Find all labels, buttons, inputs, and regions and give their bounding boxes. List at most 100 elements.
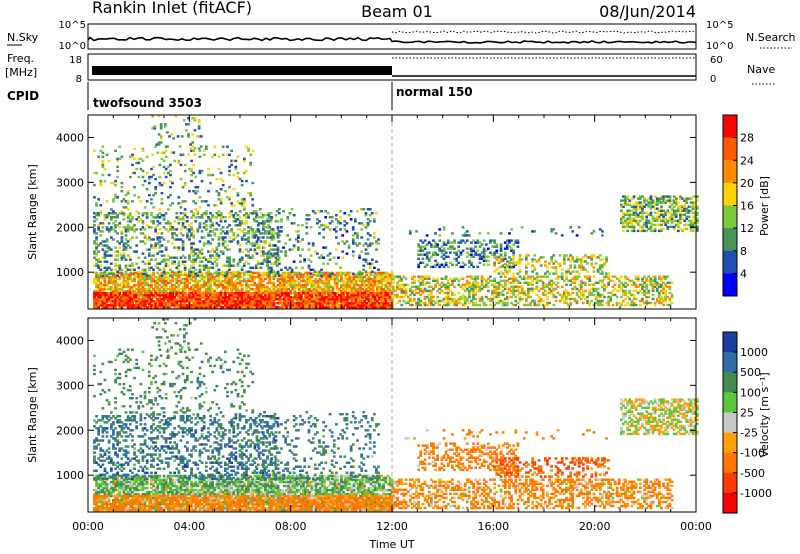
data-cell: [402, 295, 406, 299]
data-cell: [122, 294, 126, 297]
data-cell: [251, 275, 255, 279]
data-cell: [386, 277, 390, 281]
data-cell: [224, 296, 227, 299]
data-cell: [97, 250, 101, 253]
noise-sky-trace: [87, 36, 697, 44]
data-cell: [413, 297, 416, 301]
data-cell: [247, 279, 250, 283]
data-cell: [101, 277, 105, 281]
data-cell: [269, 266, 273, 270]
data-cell: [240, 289, 244, 293]
data-cell: [135, 167, 139, 171]
data-cell: [371, 277, 375, 281]
data-cell: [194, 285, 198, 289]
data-cell: [328, 228, 332, 231]
data-cell: [194, 289, 198, 293]
data-cell: [114, 220, 117, 223]
data-cell: [335, 285, 339, 289]
data-cell: [124, 283, 128, 287]
data-cell: [114, 296, 117, 299]
data-cell: [285, 287, 288, 291]
data-cell: [363, 298, 367, 301]
data-cell: [217, 268, 221, 272]
data-cell: [224, 304, 227, 307]
data-cell: [291, 304, 295, 307]
data-cell: [162, 302, 166, 305]
data-cell: [219, 306, 223, 309]
data-cell: [316, 285, 320, 289]
data-cell: [181, 273, 185, 277]
data-cell: [278, 296, 282, 299]
data-cell: [122, 252, 126, 255]
data-cell: [213, 232, 217, 235]
data-cell: [345, 240, 349, 243]
data-cell: [152, 271, 155, 275]
data-cell: [213, 298, 217, 301]
data-cell: [322, 256, 326, 259]
data-cell: [262, 289, 265, 293]
data-cell: [196, 294, 200, 297]
data-cell: [283, 296, 286, 299]
data-cell: [148, 289, 151, 293]
data-cell: [333, 291, 337, 295]
data-cell: [150, 212, 153, 215]
data-cell: [369, 273, 373, 277]
data-cell: [116, 302, 120, 305]
data-cell: [238, 300, 242, 303]
data-cell: [281, 287, 284, 291]
data-cell: [194, 291, 198, 295]
data-cell: [378, 279, 381, 283]
data-cell: [366, 246, 370, 249]
data-cell: [236, 234, 240, 237]
data-cell: [278, 208, 281, 211]
data-cell: [198, 279, 202, 283]
data-cell: [531, 275, 535, 278]
data-cell: [232, 294, 236, 297]
data-cell: [186, 283, 189, 287]
data-cell: [247, 262, 250, 265]
data-cell: [103, 287, 107, 291]
data-cell: [143, 279, 147, 283]
data-cell: [190, 277, 193, 281]
data-cell: [253, 302, 257, 305]
data-cell: [186, 220, 189, 223]
data-cell: [131, 304, 134, 307]
data-cell: [346, 279, 350, 283]
data-cell: [350, 275, 354, 279]
data-cell: [344, 281, 348, 285]
data-cell: [384, 283, 388, 287]
data-cell: [175, 275, 179, 279]
data-cell: [228, 298, 231, 301]
data-cell: [251, 277, 255, 281]
data-cell: [363, 281, 367, 285]
data-cell: [358, 242, 361, 245]
data-cell: [273, 244, 277, 247]
data-cell: [253, 304, 257, 307]
data-cell: [293, 281, 297, 285]
data-cell: [268, 298, 272, 301]
data-cell: [293, 287, 297, 291]
data-cell: [333, 275, 337, 279]
data-cell: [344, 271, 348, 275]
data-cell: [183, 277, 187, 281]
data-cell: [133, 289, 136, 293]
data-cell: [192, 291, 196, 295]
data-cell: [251, 256, 255, 259]
data-cell: [352, 289, 356, 293]
data-cell: [97, 306, 101, 309]
data-cell: [167, 275, 170, 279]
data-cell: [352, 281, 356, 285]
data-cell: [133, 224, 136, 227]
data-cell: [93, 291, 96, 295]
data-cell: [118, 298, 122, 301]
data-cell: [181, 281, 185, 285]
data-cell: [259, 302, 263, 305]
data-cell: [373, 291, 377, 295]
data-cell: [137, 266, 141, 270]
data-cell: [380, 275, 383, 279]
data-cell: [457, 291, 461, 295]
data-cell: [213, 145, 217, 148]
data-cell: [255, 294, 259, 297]
data-cell: [295, 271, 299, 275]
data-cell: [116, 274, 120, 278]
